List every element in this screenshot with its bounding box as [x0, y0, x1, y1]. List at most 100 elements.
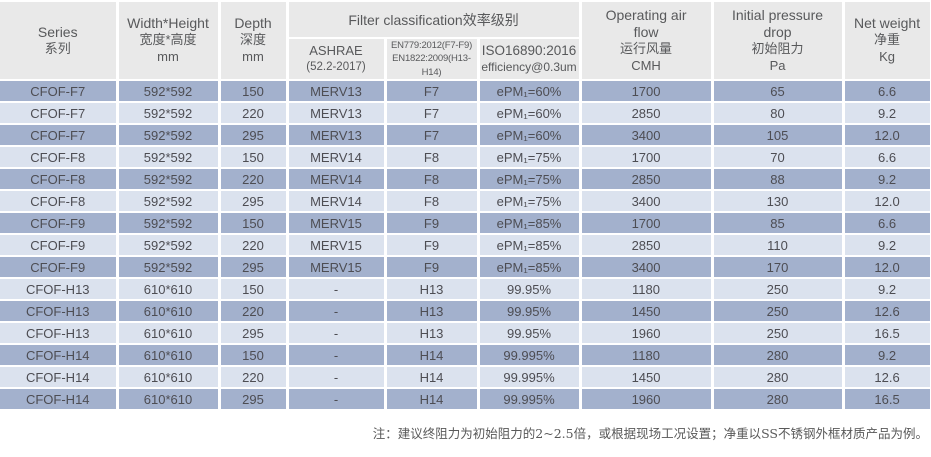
- cell-air-flow: 2850: [580, 234, 714, 257]
- cell-iso16890-efficiency: 99.995%: [478, 388, 582, 411]
- cell-en779-class: H14: [385, 388, 480, 411]
- header-pressure-drop-zh: 初始阻力: [751, 41, 804, 56]
- cell-net-weight: 9.2: [843, 102, 931, 125]
- cell-iso16890-efficiency: 99.995%: [478, 344, 582, 367]
- header-en779-l2: EN1822:2009(H13-H14): [392, 53, 471, 78]
- cell-net-weight: 12.0: [843, 124, 931, 147]
- table-row: CFOF-F8 592*592 150 MERV14 F8 ePM₁=75% 1…: [0, 146, 931, 169]
- table-row: CFOF-H13 610*610 220 - H13 99.95% 1450 2…: [0, 300, 931, 323]
- cell-air-flow: 1700: [580, 146, 714, 169]
- cell-air-flow: 1960: [580, 322, 714, 345]
- cell-series: CFOF-F7: [0, 102, 119, 125]
- table-row: CFOF-H14 610*610 150 - H14 99.995% 1180 …: [0, 344, 931, 367]
- table-row: CFOF-H13 610*610 295 - H13 99.95% 1960 2…: [0, 322, 931, 345]
- table-row: CFOF-H13 610*610 150 - H13 99.95% 1180 2…: [0, 278, 931, 301]
- table-row: CFOF-F9 592*592 220 MERV15 F9 ePM₁=85% 2…: [0, 234, 931, 257]
- cell-air-flow: 2850: [580, 102, 714, 125]
- cell-pressure-drop: 85: [712, 212, 845, 235]
- cell-ashrae: MERV15: [287, 234, 387, 257]
- cell-iso16890-efficiency: 99.995%: [478, 366, 582, 389]
- table-row: CFOF-F7 592*592 295 MERV13 F7 ePM₁=60% 3…: [0, 124, 931, 147]
- cell-net-weight: 12.6: [843, 300, 931, 323]
- header-air-flow-en1: Operating air: [605, 6, 687, 23]
- cell-air-flow: 3400: [580, 190, 714, 213]
- header-depth-en: Depth: [234, 15, 272, 32]
- cell-ashrae: -: [287, 366, 387, 389]
- cell-net-weight: 16.5: [843, 322, 931, 345]
- cell-net-weight: 6.6: [843, 212, 931, 235]
- table-row: CFOF-H14 610*610 220 - H14 99.995% 1450 …: [0, 366, 931, 389]
- header-pressure-drop-en1: Initial pressure: [732, 6, 824, 23]
- header-series: Series 系列: [0, 2, 119, 81]
- cell-iso16890-efficiency: ePM₁=85%: [478, 234, 582, 257]
- cell-net-weight: 9.2: [843, 234, 931, 257]
- cell-pressure-drop: 105: [712, 124, 845, 147]
- header-net-weight: Net weight 净重 Kg: [843, 2, 931, 81]
- header-pressure-drop: Initial pressure drop 初始阻力 Pa: [712, 2, 845, 81]
- cell-pressure-drop: 80: [712, 102, 845, 125]
- cell-width-height: 592*592: [117, 80, 221, 103]
- cell-pressure-drop: 65: [712, 80, 845, 103]
- cell-depth: 150: [219, 146, 289, 169]
- cell-en779-class: F9: [385, 256, 480, 279]
- table-row: CFOF-F8 592*592 295 MERV14 F8 ePM₁=75% 3…: [0, 190, 931, 213]
- cell-depth: 150: [219, 344, 289, 367]
- cell-ashrae: MERV15: [287, 256, 387, 279]
- spec-table: Series 系列 Width*Height 宽度*高度 mm Depth 深度…: [0, 2, 931, 411]
- cell-en779-class: F8: [385, 146, 480, 169]
- header-iso16890-l1: ISO16890:2016: [481, 42, 577, 58]
- cell-air-flow: 1960: [580, 388, 714, 411]
- cell-pressure-drop: 280: [712, 344, 845, 367]
- header-iso16890-l2: efficiency@0.3um: [481, 59, 577, 74]
- cell-series: CFOF-F8: [0, 168, 119, 191]
- cell-series: CFOF-H13: [0, 278, 119, 301]
- cell-iso16890-efficiency: ePM₁=60%: [478, 124, 582, 147]
- cell-pressure-drop: 170: [712, 256, 845, 279]
- cell-series: CFOF-H13: [0, 300, 119, 323]
- cell-iso16890-efficiency: ePM₁=60%: [478, 80, 582, 103]
- header-ashrae-l1: ASHRAE: [309, 43, 363, 59]
- cell-iso16890-efficiency: 99.95%: [478, 300, 582, 323]
- cell-depth: 220: [219, 300, 289, 323]
- cell-width-height: 592*592: [117, 146, 221, 169]
- table-body: CFOF-F7 592*592 150 MERV13 F7 ePM₁=60% 1…: [0, 80, 931, 411]
- cell-width-height: 592*592: [117, 168, 221, 191]
- cell-en779-class: H13: [385, 278, 480, 301]
- cell-net-weight: 9.2: [843, 168, 931, 191]
- cell-air-flow: 3400: [580, 124, 714, 147]
- cell-pressure-drop: 250: [712, 278, 845, 301]
- cell-series: CFOF-H14: [0, 344, 119, 367]
- cell-net-weight: 12.6: [843, 366, 931, 389]
- cell-depth: 220: [219, 366, 289, 389]
- header-width-height-unit: mm: [157, 49, 179, 65]
- cell-air-flow: 1450: [580, 366, 714, 389]
- cell-ashrae: MERV13: [287, 124, 387, 147]
- cell-depth: 295: [219, 190, 289, 213]
- cell-net-weight: 12.0: [843, 190, 931, 213]
- header-depth-zh: 深度: [239, 32, 266, 48]
- cell-en779-class: F7: [385, 102, 480, 125]
- cell-width-height: 592*592: [117, 124, 221, 147]
- cell-depth: 220: [219, 234, 289, 257]
- cell-iso16890-efficiency: ePM₁=85%: [478, 212, 582, 235]
- header-filter-classification: Filter classification效率级别: [287, 2, 582, 39]
- cell-en779-class: F9: [385, 212, 480, 235]
- cell-iso16890-efficiency: ePM₁=75%: [478, 190, 582, 213]
- footer-note: 注：建议终阻力为初始阻力的2~2.5倍，或根据现场工况设置；净重以SS不锈钢外框…: [372, 426, 928, 441]
- table-row: CFOF-F7 592*592 150 MERV13 F7 ePM₁=60% 1…: [0, 80, 931, 103]
- header-width-height-zh: 宽度*高度: [139, 32, 197, 48]
- header-net-weight-unit: Kg: [879, 49, 895, 65]
- cell-ashrae: MERV14: [287, 190, 387, 213]
- cell-en779-class: H14: [385, 344, 480, 367]
- cell-air-flow: 2850: [580, 168, 714, 191]
- header-series-zh: 系列: [44, 40, 71, 56]
- cell-air-flow: 1700: [580, 80, 714, 103]
- cell-iso16890-efficiency: ePM₁=75%: [478, 168, 582, 191]
- cell-net-weight: 6.6: [843, 146, 931, 169]
- cell-en779-class: H13: [385, 322, 480, 345]
- cell-ashrae: MERV13: [287, 80, 387, 103]
- table-row: CFOF-F9 592*592 295 MERV15 F9 ePM₁=85% 3…: [0, 256, 931, 279]
- cell-en779-class: F7: [385, 80, 480, 103]
- header-series-en: Series: [37, 23, 78, 40]
